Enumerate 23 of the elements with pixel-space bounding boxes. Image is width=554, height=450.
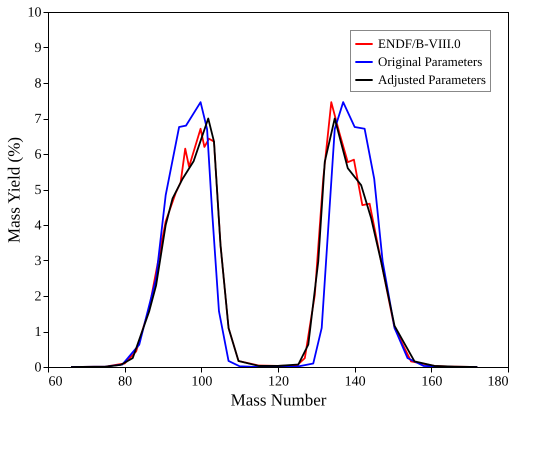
x-tick-label: 180: [488, 374, 508, 390]
legend-label: ENDF/B-VIII.0: [378, 36, 461, 51]
x-tick-label: 140: [344, 374, 366, 390]
y-tick-label: 4: [34, 218, 42, 234]
legend-label: Adjusted Parameters: [378, 72, 486, 87]
y-tick-label: 6: [34, 148, 42, 162]
y-tick-label: 7: [34, 112, 42, 127]
x-tick-label: 120: [268, 374, 289, 390]
y-tick-label: 8: [34, 76, 42, 92]
x-tick-label: 100: [191, 374, 212, 390]
y-tick-label: 3: [34, 254, 42, 269]
y-tick-label: 1: [34, 325, 42, 340]
y-tick-label: 2: [34, 290, 42, 304]
x-tick-label: 60: [48, 374, 62, 390]
x-tick-label: 160: [421, 374, 442, 390]
y-tick-label: 9: [34, 41, 42, 56]
y-tick-label: 5: [34, 183, 42, 198]
y-tick-label: 0: [34, 360, 42, 376]
x-tick-label: 80: [118, 374, 132, 390]
y-axis-title: Mass Yield (%): [4, 136, 24, 244]
y-tick-label: 10: [28, 6, 42, 20]
x-axis-title: Mass Number: [230, 390, 327, 410]
legend-label: Original Parameters: [378, 54, 482, 69]
